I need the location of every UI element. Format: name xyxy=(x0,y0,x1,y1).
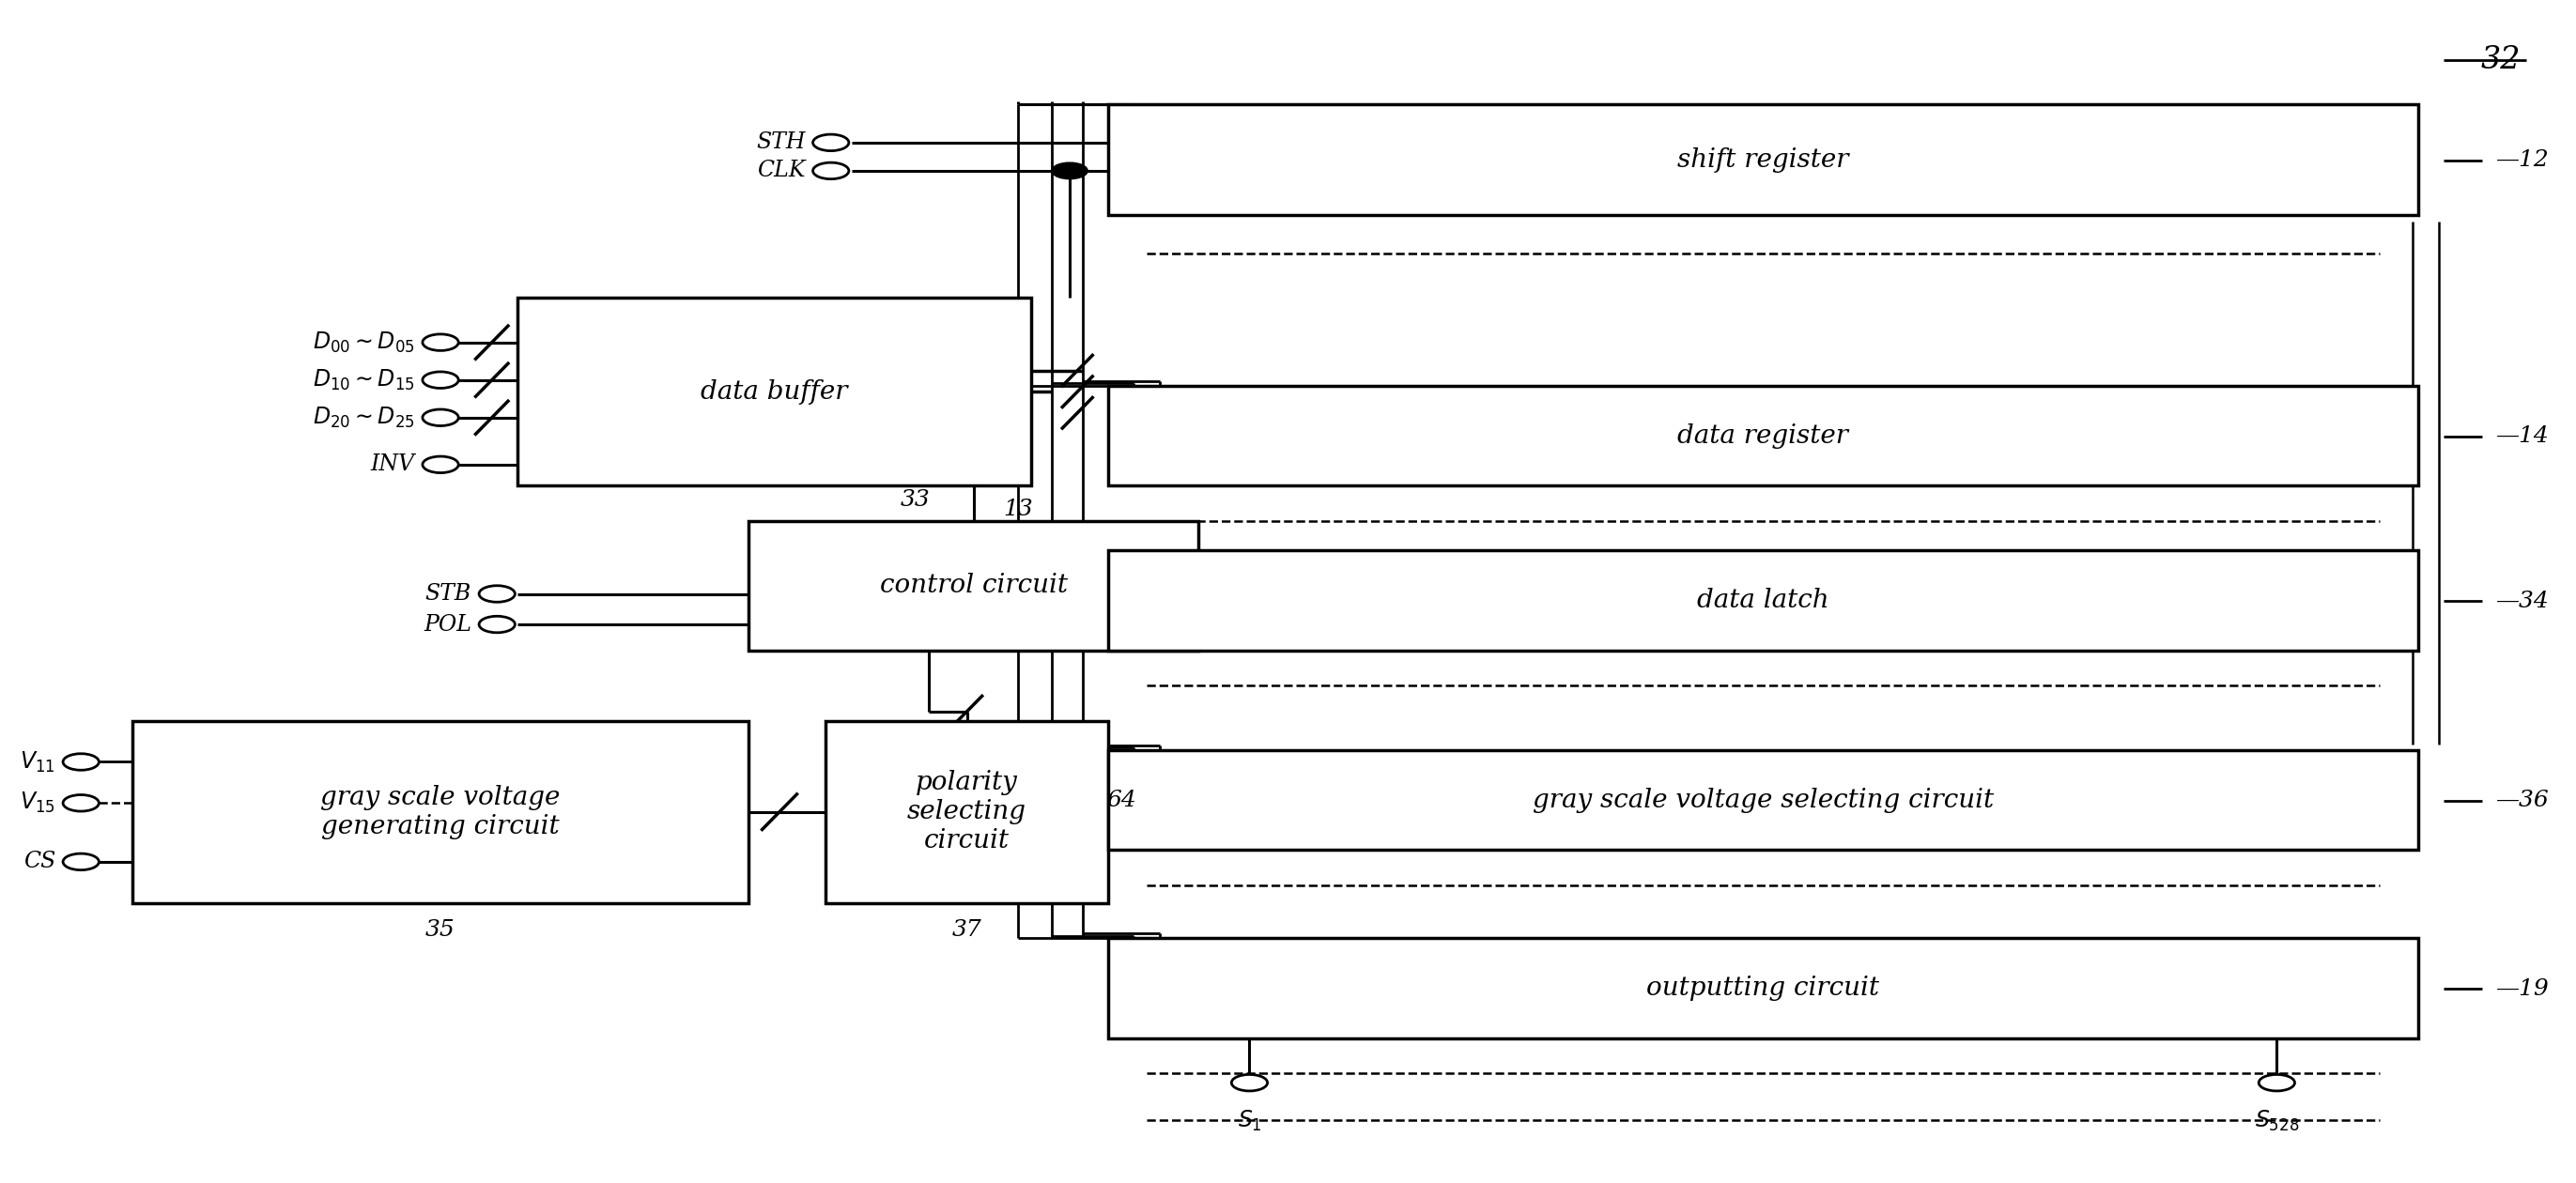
Text: STH: STH xyxy=(755,131,806,154)
Text: 64: 64 xyxy=(1105,790,1136,812)
Text: —12: —12 xyxy=(2496,149,2548,172)
Text: $S_{528}$: $S_{528}$ xyxy=(2254,1108,2298,1133)
Text: $D_{00}\sim D_{05}$: $D_{00}\sim D_{05}$ xyxy=(312,330,415,355)
Text: CLK: CLK xyxy=(757,160,806,181)
Text: —34: —34 xyxy=(2496,590,2548,612)
Text: $S_1$: $S_1$ xyxy=(1236,1108,1262,1133)
Bar xyxy=(1108,938,2419,1037)
Text: 33: 33 xyxy=(902,489,930,511)
Text: shift register: shift register xyxy=(1677,147,1850,173)
Bar xyxy=(1108,550,2419,651)
Bar xyxy=(1108,750,2419,851)
Text: —19: —19 xyxy=(2496,978,2548,1000)
Text: 32: 32 xyxy=(2481,45,2522,75)
Text: 37: 37 xyxy=(953,919,981,940)
Text: gray scale voltage selecting circuit: gray scale voltage selecting circuit xyxy=(1533,788,1994,813)
Text: polarity
selecting
circuit: polarity selecting circuit xyxy=(907,770,1028,854)
Text: —36: —36 xyxy=(2496,790,2548,812)
Text: data buffer: data buffer xyxy=(701,379,848,405)
Bar xyxy=(1108,386,2419,486)
Text: CS: CS xyxy=(23,851,54,873)
Text: $V_{11}$: $V_{11}$ xyxy=(21,750,54,774)
Bar xyxy=(1108,104,2419,215)
Text: control circuit: control circuit xyxy=(878,573,1066,599)
Bar xyxy=(518,298,1030,486)
Bar xyxy=(827,720,1108,903)
Bar xyxy=(750,521,1198,651)
Text: 13: 13 xyxy=(1005,498,1033,521)
Text: outputting circuit: outputting circuit xyxy=(1646,976,1880,1001)
Text: data register: data register xyxy=(1677,424,1850,448)
Text: $D_{10}\sim D_{15}$: $D_{10}\sim D_{15}$ xyxy=(312,368,415,393)
Text: STB: STB xyxy=(425,583,471,605)
Text: 35: 35 xyxy=(425,919,456,940)
Circle shape xyxy=(1051,162,1087,179)
Text: $D_{20}\sim D_{25}$: $D_{20}\sim D_{25}$ xyxy=(312,406,415,429)
Text: POL: POL xyxy=(422,614,471,635)
Text: $V_{15}$: $V_{15}$ xyxy=(21,790,54,815)
Text: —14: —14 xyxy=(2496,426,2548,447)
Text: data latch: data latch xyxy=(1698,588,1829,613)
Text: gray scale voltage
generating circuit: gray scale voltage generating circuit xyxy=(319,784,562,839)
Text: INV: INV xyxy=(371,454,415,476)
Bar xyxy=(131,720,750,903)
